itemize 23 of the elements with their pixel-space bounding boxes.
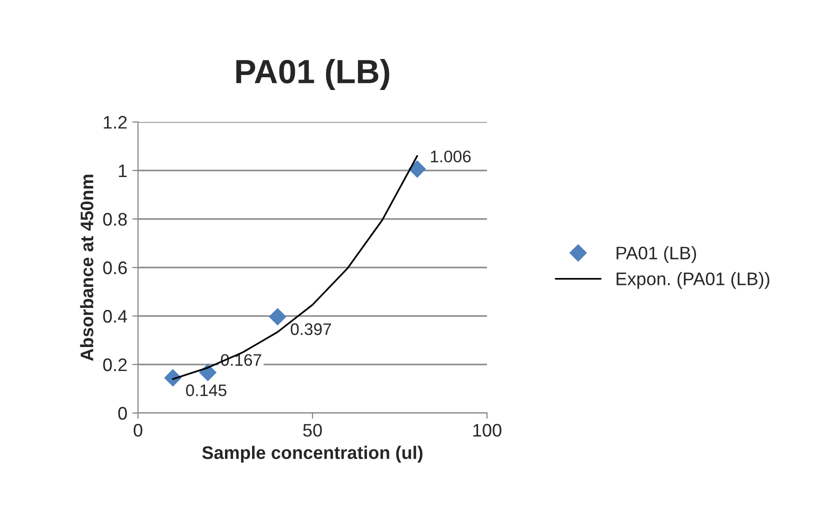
y-tick-label: 0.8 (103, 212, 127, 226)
chart-title: PA01 (LB) (236, 58, 390, 90)
legend-label: Expon. (PA01 (LB)) (616, 272, 770, 289)
y-tick-label: 0.2 (103, 358, 127, 372)
y-tick-label: 1.2 (104, 116, 127, 129)
x-axis-title: Sample concentration (ul) (202, 446, 422, 463)
y-tick-label: 0 (118, 406, 127, 420)
y-tick-label: 0.4 (103, 310, 128, 323)
y-tick-label: 0.6 (103, 261, 127, 274)
point (164, 369, 182, 387)
point (408, 160, 426, 178)
data-label: 0.397 (290, 323, 331, 336)
y-tick-label: 1 (118, 164, 127, 178)
point (268, 308, 286, 326)
x-tick-label: 0 (134, 424, 142, 437)
x-tick-label: 50 (303, 424, 322, 437)
x-tick-label: 100 (473, 424, 502, 437)
data-label: 1.006 (430, 150, 471, 162)
legend-label: PA01 (LB) (616, 246, 696, 263)
point (199, 364, 217, 382)
data-label: 0.145 (186, 384, 226, 396)
data-label: 0.167 (220, 354, 262, 366)
y-axis-title: Absorbance at 450nm (80, 174, 94, 361)
